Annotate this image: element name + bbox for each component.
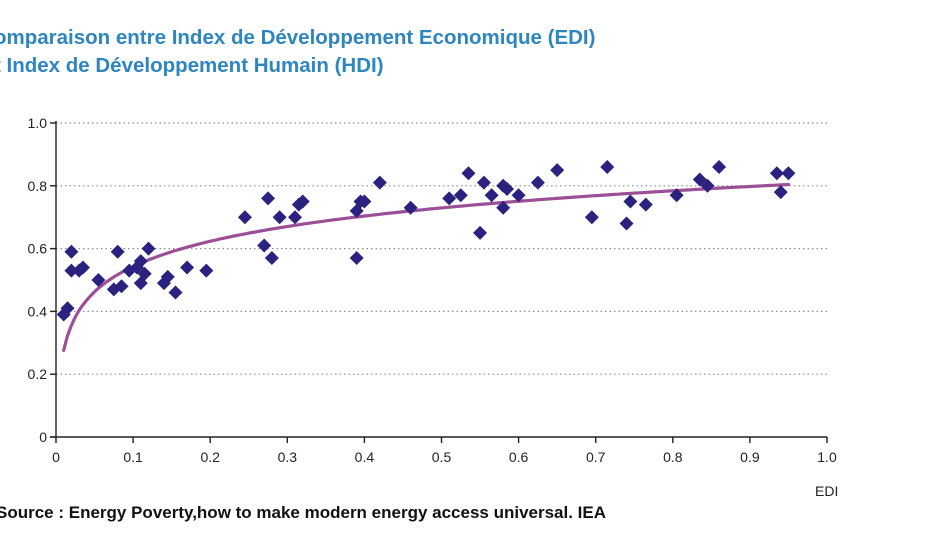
data-point <box>473 225 488 240</box>
x-tick-label: 0.3 <box>278 449 298 465</box>
data-point <box>288 210 303 225</box>
title-line-2: t Index de Développement Humain (HDI) <box>0 54 384 77</box>
axes <box>50 121 828 443</box>
data-point <box>550 163 565 178</box>
data-point <box>476 175 491 190</box>
data-point <box>712 159 727 174</box>
data-point <box>638 197 653 212</box>
data-point <box>295 194 310 209</box>
data-point <box>168 285 183 300</box>
data-point <box>237 210 252 225</box>
data-point <box>781 166 796 181</box>
x-tick-label: 0.4 <box>355 449 375 465</box>
data-point <box>272 210 287 225</box>
y-tick-label: 0.4 <box>28 303 48 319</box>
data-point <box>623 194 638 209</box>
data-point <box>64 244 79 259</box>
data-point <box>500 181 515 196</box>
x-tick-label: 1.0 <box>817 449 837 465</box>
data-point <box>357 194 372 209</box>
y-tick-label: 0 <box>39 429 47 445</box>
data-point <box>141 241 156 256</box>
y-tick-label: 1.0 <box>28 115 48 131</box>
data-point <box>496 200 511 215</box>
data-points <box>56 159 796 322</box>
data-point <box>669 188 684 203</box>
chart-title: omparaison entre Index de Développement … <box>0 24 595 80</box>
data-point <box>264 251 279 266</box>
data-point <box>442 191 457 206</box>
x-tick-label: 0 <box>52 449 60 465</box>
data-point <box>584 210 599 225</box>
data-point <box>773 185 788 200</box>
data-point <box>91 273 106 287</box>
grid-lines <box>56 122 827 375</box>
data-point <box>511 188 526 203</box>
data-point <box>403 200 418 215</box>
data-point <box>199 263 214 278</box>
data-point <box>600 159 615 174</box>
data-point <box>461 166 476 181</box>
x-tick-label: 0.9 <box>740 449 760 465</box>
data-point <box>619 216 634 231</box>
data-point <box>372 175 387 190</box>
x-tick-label: 0.8 <box>663 449 683 465</box>
x-tick-label: 0.6 <box>509 449 529 465</box>
x-tick-label: 0.1 <box>123 449 143 465</box>
data-point <box>64 263 79 278</box>
x-axis-label: EDI <box>815 483 838 499</box>
trend-line <box>62 182 790 352</box>
tick-labels: 0 0.2 0.4 0.6 0.8 1.0 0 0.1 0.2 0.3 0.4 0.5 0.6 0.7 0.… <box>28 115 837 465</box>
data-point <box>261 191 276 206</box>
data-point <box>769 166 784 181</box>
data-point <box>60 301 75 316</box>
data-point <box>257 238 272 253</box>
data-point <box>110 244 125 259</box>
title-line-1: omparaison entre Index de Développement … <box>0 26 596 49</box>
data-point <box>349 251 364 266</box>
data-point <box>160 269 175 284</box>
x-tick-label: 0.2 <box>200 449 220 465</box>
x-tick-label: 0.7 <box>586 449 606 465</box>
source-note: Source : Energy Poverty,how to make mode… <box>0 503 607 522</box>
data-point <box>484 188 499 203</box>
y-tick-label: 0.6 <box>28 241 48 257</box>
y-tick-label: 0.2 <box>28 366 48 382</box>
data-point <box>114 279 129 294</box>
y-tick-label: 0.8 <box>28 178 48 194</box>
data-point <box>700 178 715 193</box>
data-point <box>137 266 152 281</box>
data-point <box>75 260 90 275</box>
x-tick-label: 0.5 <box>432 449 452 465</box>
trend-line-group <box>62 182 790 352</box>
data-point <box>453 188 468 203</box>
data-point <box>133 254 148 269</box>
data-point <box>180 260 195 275</box>
data-point <box>530 175 545 190</box>
